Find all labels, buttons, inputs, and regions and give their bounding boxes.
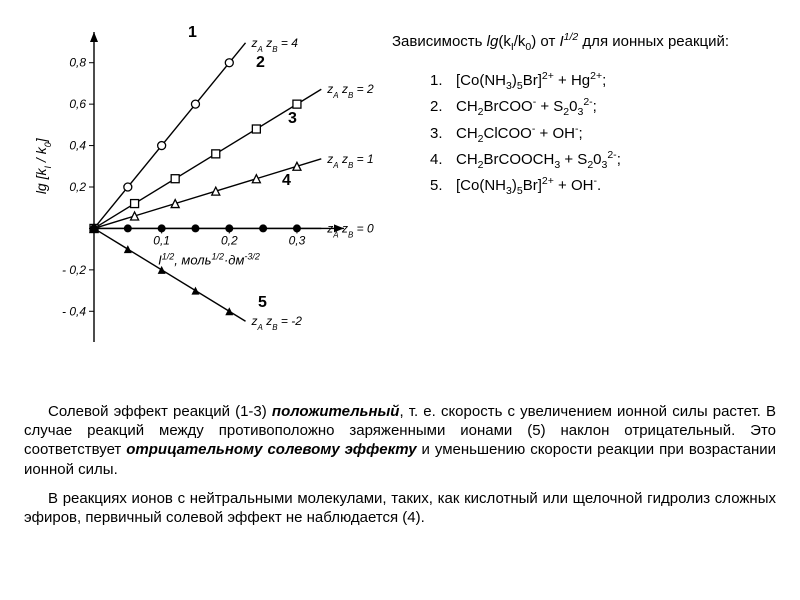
svg-text:0,1: 0,1 <box>153 233 170 247</box>
svg-text:zA zB = 4: zA zB = 4 <box>251 36 299 54</box>
chart-caption: Зависимость lg(kI/k0) от I1/2 для ионных… <box>392 30 776 54</box>
chart-container: - 0,4 - 0,2 0,2 0,4 0,6 0,8 0,1 0,2 0,3 lg [kI / … <box>24 12 374 402</box>
reaction-item: 4.CH2BrCOOCH3 + S2032-; <box>430 147 776 173</box>
svg-text:- 0,2: - 0,2 <box>62 263 86 277</box>
reaction-item: 5.[Co(NH3)5Br]2+ + OH-. <box>430 173 776 199</box>
reaction-list: 1.[Co(NH3)5Br]2+ + Hg2+;2.CH2BrCOO- + S2… <box>392 68 776 199</box>
svg-text:zA zB = -2: zA zB = -2 <box>251 314 303 332</box>
svg-text:0,3: 0,3 <box>289 233 306 247</box>
salt-effect-chart: - 0,4 - 0,2 0,2 0,4 0,6 0,8 0,1 0,2 0,3 lg [kI / … <box>24 12 374 402</box>
svg-text:0,4: 0,4 <box>69 139 86 153</box>
svg-text:I1/2, моль1/2·дм-3/2: I1/2, моль1/2·дм-3/2 <box>158 251 260 267</box>
svg-text:- 0,4: - 0,4 <box>62 304 86 318</box>
svg-text:0,2: 0,2 <box>221 233 238 247</box>
reaction-item: 1.[Co(NH3)5Br]2+ + Hg2+; <box>430 68 776 94</box>
series-label: 4 <box>282 172 291 190</box>
series-label: 5 <box>258 294 267 312</box>
reaction-item: 3.CH2ClCOO- + OH-; <box>430 121 776 147</box>
svg-text:lg [kI / k0]: lg [kI / k0] <box>33 137 53 194</box>
paragraph-neutral-molecules: В реакциях ионов с нейтральными молекула… <box>24 489 776 527</box>
reaction-item: 2.CH2BrCOO- + S2032-; <box>430 94 776 120</box>
svg-text:zA zB = 2: zA zB = 2 <box>326 82 374 100</box>
svg-text:0,8: 0,8 <box>69 56 86 70</box>
series-label: 2 <box>256 54 265 72</box>
svg-text:0,2: 0,2 <box>69 180 86 194</box>
series-label: 1 <box>188 24 197 42</box>
svg-text:zA zB = 0: zA zB = 0 <box>326 221 374 239</box>
svg-text:0,6: 0,6 <box>69 97 86 111</box>
svg-text:zA zB = 1: zA zB = 1 <box>326 152 373 170</box>
series-label: 3 <box>288 110 297 128</box>
paragraph-salt-effect: Солевой эффект реакций (1-3) положительн… <box>24 402 776 479</box>
